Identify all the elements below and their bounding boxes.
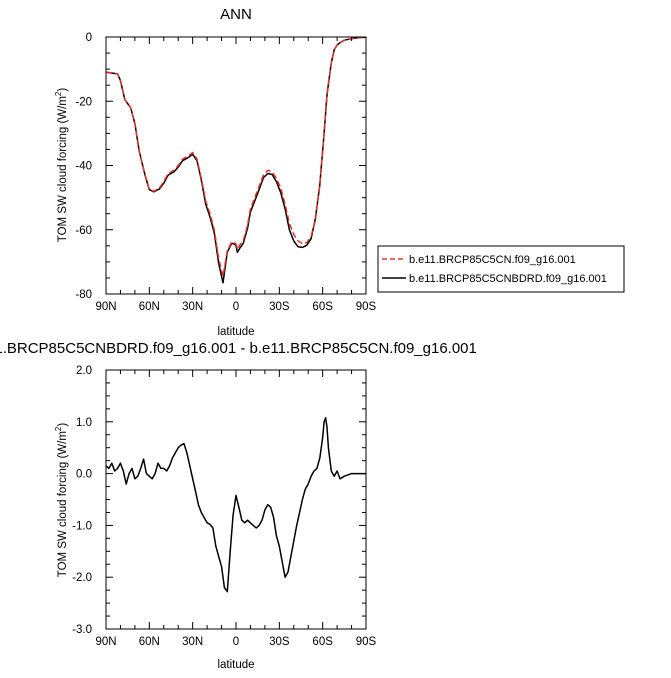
y-tick-label: 1.0	[76, 417, 92, 429]
series-line-dashed	[105, 36, 367, 278]
y-tick-label: 2.0	[76, 365, 92, 377]
y-tick-label: -1.0	[72, 520, 92, 532]
y-tick-label: -40	[75, 161, 92, 173]
x-tick-label: 90N	[95, 301, 116, 313]
x-tick-label: 90N	[95, 636, 116, 648]
bottom-x-axis-label: latitude	[217, 659, 254, 671]
top-panel: ANN 90N 60N 30N 0 30S 60S 90S 0 -20 -40 -60 -80 lat…	[54, 6, 625, 338]
top-x-axis-label: latitude	[217, 326, 254, 338]
top-plot-marks	[105, 36, 367, 284]
series-line-solid	[105, 416, 366, 593]
top-plot-frame	[105, 36, 367, 295]
legend-label-series-2: b.e11.BRCP85C5CNBDRD.f09_g16.001	[409, 273, 607, 285]
legend-label-series-1: b.e11.BRCP85C5CN.f09_g16.001	[409, 254, 576, 266]
bottom-tick-marks: 90N 60N 30N 0 30S 60S 90S 2.0 1.0 0.0 -1.0 -2.0 -3.0	[72, 365, 376, 648]
y-tick-label: 0.0	[76, 469, 92, 481]
x-tick-label: 60N	[139, 301, 160, 313]
y-tick-label: -80	[75, 289, 92, 301]
y-tick-label: -2.0	[72, 572, 92, 584]
series-line-solid	[105, 36, 367, 284]
x-tick-label: 30N	[182, 301, 203, 313]
x-tick-label: 30N	[182, 636, 203, 648]
y-tick-label: -60	[75, 225, 92, 237]
y-tick-label: -20	[75, 96, 92, 108]
top-legend: b.e11.BRCP85C5CN.f09_g16.001 b.e11.BRCP8…	[377, 245, 625, 293]
x-tick-label: 0	[233, 636, 239, 648]
x-tick-label: 60N	[139, 636, 160, 648]
y-tick-label: 0	[86, 32, 92, 44]
x-tick-label: 90S	[356, 636, 377, 648]
bottom-chart-title: 11.BRCP85C5CNBDRD.f09_g16.001 - b.e11.BR…	[0, 340, 477, 357]
bottom-y-axis-label: TOM SW cloud forcing (W/m2)	[54, 423, 69, 578]
top-y-axis-label: TOM SW cloud forcing (W/m2)	[54, 88, 69, 243]
top-tick-marks: 90N 60N 30N 0 30S 60S 90S 0 -20 -40 -60 -80	[75, 32, 376, 313]
x-tick-label: 60S	[312, 301, 333, 313]
bottom-plot-marks	[105, 416, 366, 593]
x-tick-label: 0	[233, 301, 239, 313]
y-tick-label: -3.0	[72, 624, 92, 636]
x-tick-label: 30S	[269, 636, 290, 648]
legend-box	[377, 245, 625, 293]
top-chart-title: ANN	[220, 6, 252, 23]
x-tick-label: 30S	[269, 301, 290, 313]
x-tick-label: 90S	[356, 301, 377, 313]
bottom-panel: 11.BRCP85C5CNBDRD.f09_g16.001 - b.e11.BR…	[0, 340, 477, 671]
x-tick-label: 60S	[312, 636, 333, 648]
